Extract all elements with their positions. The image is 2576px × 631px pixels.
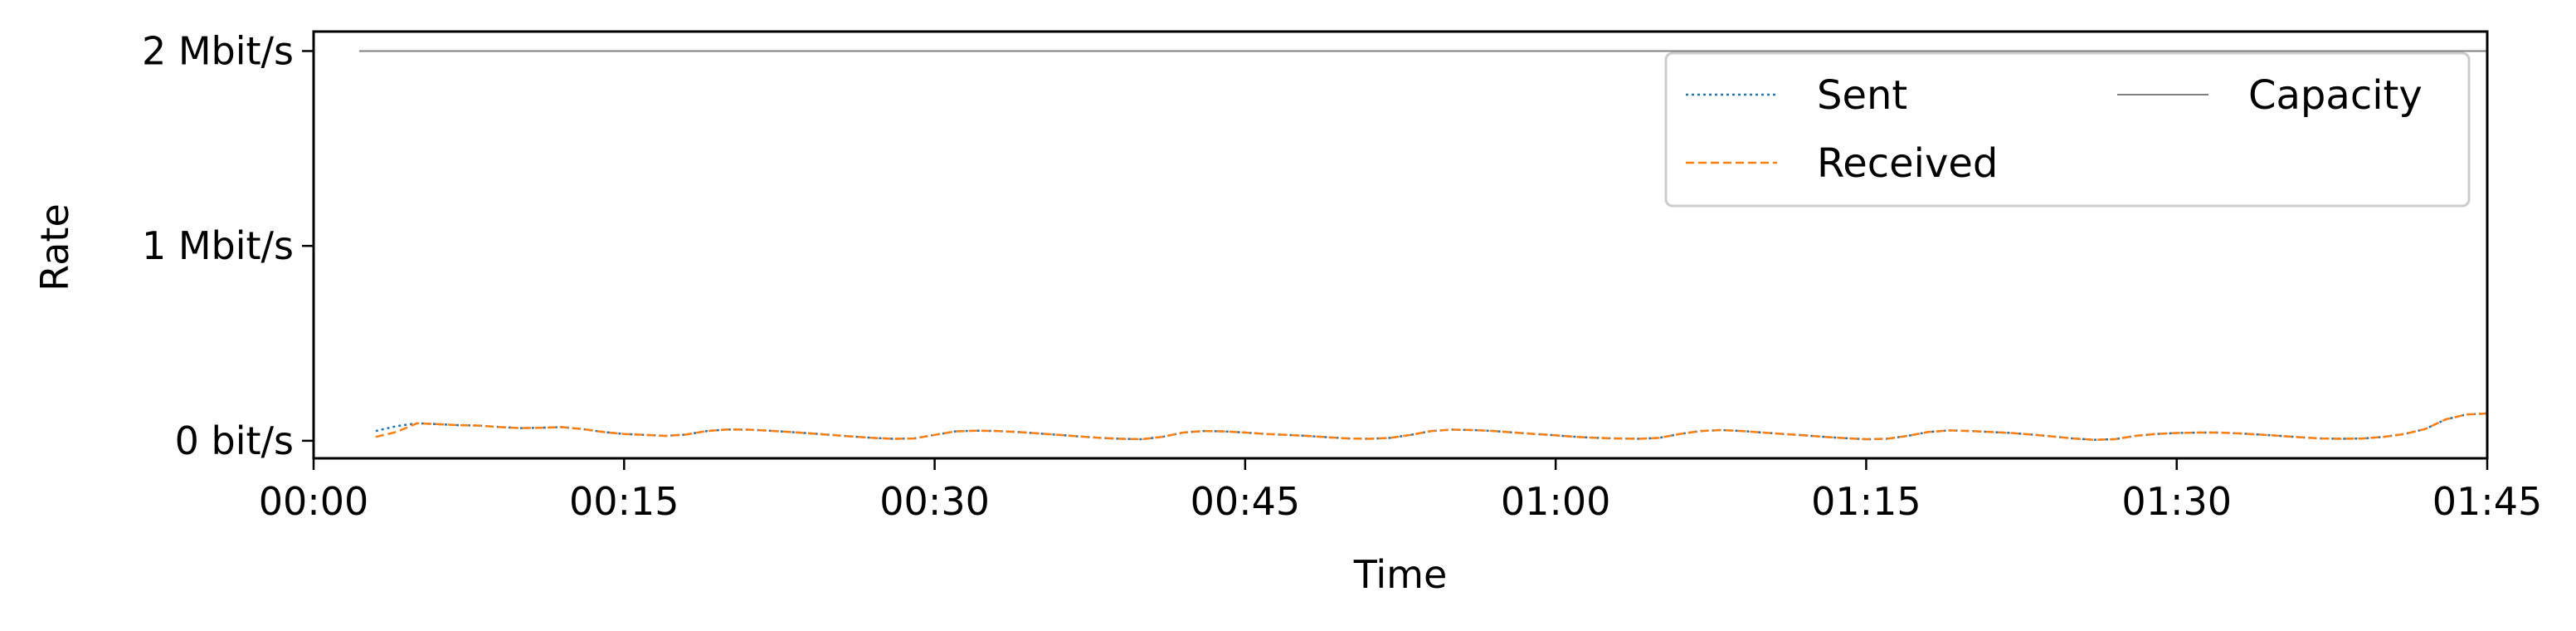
x-axis-label: Time xyxy=(1353,552,1448,597)
y-axis: 0 bit/s 1 Mbit/s 2 Mbit/s xyxy=(142,28,314,463)
x-tick-label: 01:15 xyxy=(1811,479,1921,524)
y-tick-label: 1 Mbit/s xyxy=(142,223,294,268)
y-tick-label: 0 bit/s xyxy=(175,418,294,463)
x-tick-label: 00:30 xyxy=(879,479,990,524)
x-tick-label: 00:00 xyxy=(259,479,369,524)
x-tick-label: 01:00 xyxy=(1501,479,1611,524)
legend-label-sent: Sent xyxy=(1817,72,1907,119)
x-tick-label: 01:30 xyxy=(2121,479,2232,524)
x-axis: 00:00 00:15 00:30 00:45 01:00 01:15 01:30 01:45 xyxy=(259,458,2543,524)
legend: Sent Received Capacity xyxy=(1664,51,2471,208)
legend-label-received: Received xyxy=(1817,140,1998,187)
y-axis-label: Rate xyxy=(32,203,77,291)
series-layer xyxy=(358,50,2488,441)
x-tick-label: 01:45 xyxy=(2432,479,2543,524)
x-tick-label: 00:45 xyxy=(1191,479,1301,524)
y-tick-label: 2 Mbit/s xyxy=(142,28,294,73)
series-line-received xyxy=(375,412,2488,441)
legend-label-capacity: Capacity xyxy=(2248,72,2423,119)
x-tick-label: 00:15 xyxy=(569,479,679,524)
legend-box xyxy=(1664,51,2471,208)
